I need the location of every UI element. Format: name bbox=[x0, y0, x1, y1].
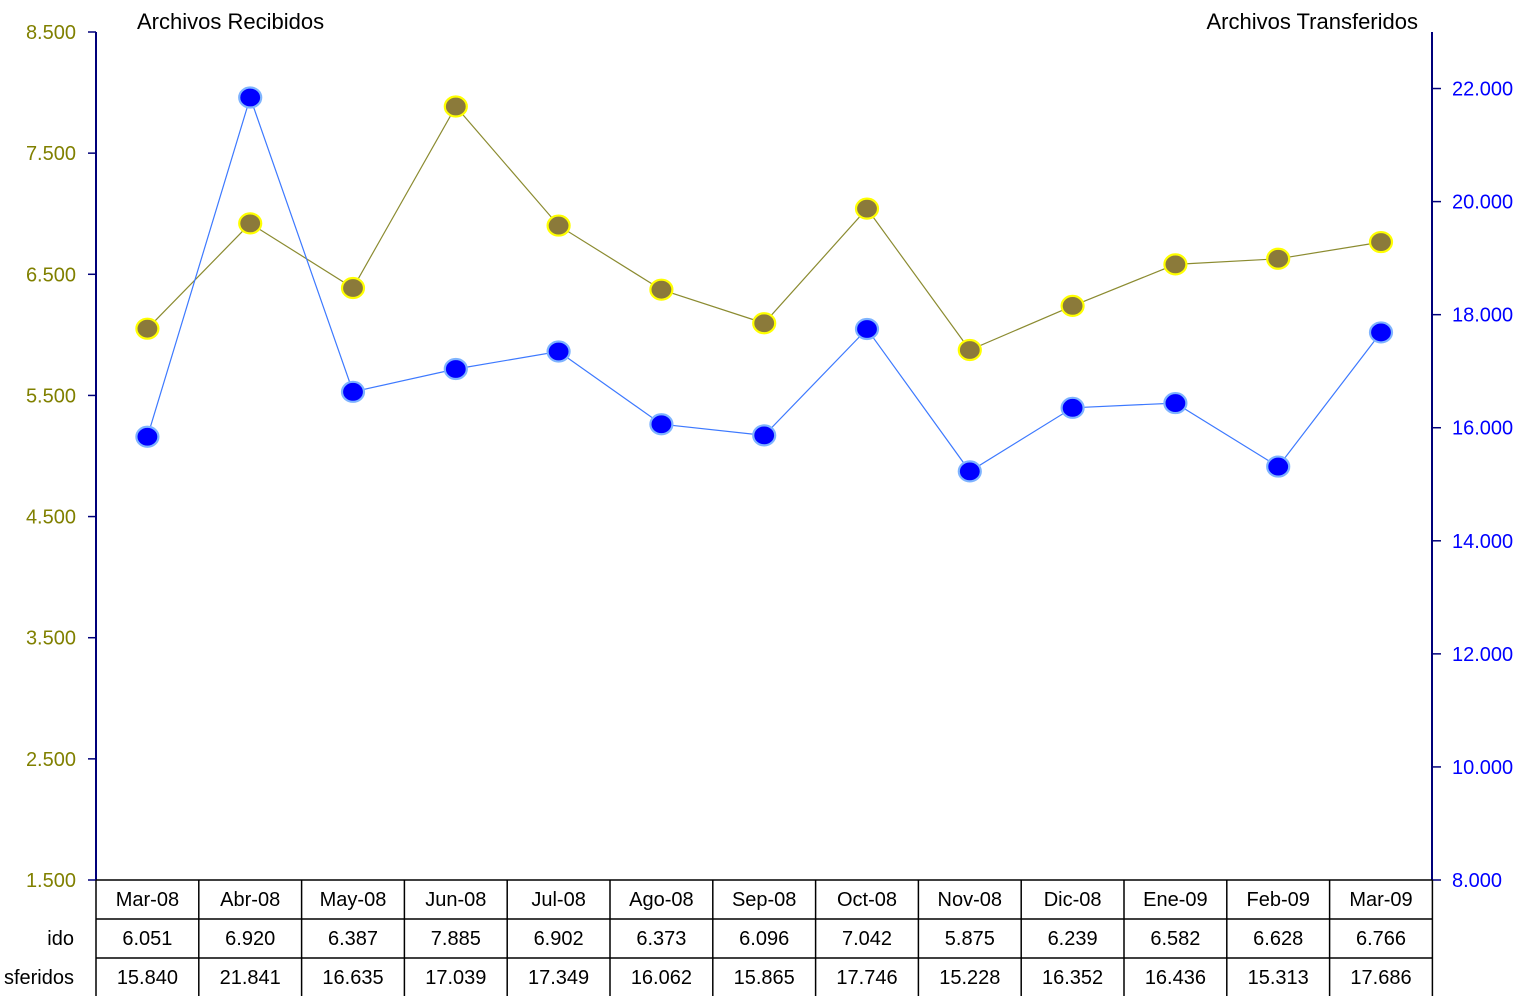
series-2-point bbox=[1163, 391, 1188, 415]
right-axis-tick-label: 14.000 bbox=[1452, 531, 1513, 553]
category-label: Nov-08 bbox=[938, 889, 1002, 911]
data-value-label: 6.387 bbox=[328, 928, 378, 950]
data-value-label: 16.352 bbox=[1042, 967, 1103, 989]
data-value-label: 7.885 bbox=[431, 928, 481, 950]
series-1-point bbox=[546, 214, 571, 237]
series-2-point bbox=[1368, 321, 1394, 344]
data-value-label: 6.096 bbox=[739, 928, 789, 950]
data-value-label: 17.686 bbox=[1350, 967, 1411, 989]
series-1-point bbox=[340, 276, 366, 300]
series-1-point bbox=[1163, 253, 1188, 276]
data-value-label: 15.865 bbox=[734, 967, 795, 989]
series-1-point bbox=[238, 212, 263, 235]
right-axis-tick-label: 10.000 bbox=[1452, 757, 1513, 779]
left-axis-tick-label: 6.500 bbox=[26, 264, 76, 286]
data-value-label: 15.313 bbox=[1248, 967, 1309, 989]
category-label: Jul-08 bbox=[531, 889, 585, 911]
data-value-label: 6.051 bbox=[122, 928, 172, 950]
series-1-point bbox=[957, 338, 982, 362]
left-axis-tick-label: 1.500 bbox=[26, 870, 76, 892]
category-label: Abr-08 bbox=[220, 889, 280, 911]
category-label: Oct-08 bbox=[837, 889, 897, 911]
category-label: Dic-08 bbox=[1044, 889, 1102, 911]
series-1-point bbox=[752, 312, 777, 335]
series-1-point bbox=[135, 317, 160, 340]
category-label: Mar-08 bbox=[116, 889, 179, 911]
data-value-label: 17.349 bbox=[528, 967, 589, 989]
left-axis-title: Archivos Recibidos bbox=[137, 9, 324, 34]
series-2-point bbox=[443, 357, 468, 381]
data-value-label: 6.902 bbox=[534, 928, 584, 950]
left-axis-tick-label: 4.500 bbox=[26, 507, 76, 529]
category-label: Sep-08 bbox=[732, 889, 797, 911]
right-axis-tick-label: 16.000 bbox=[1452, 418, 1513, 440]
series-1-point bbox=[443, 95, 468, 118]
series-1-point bbox=[1060, 294, 1085, 318]
series-2-point bbox=[854, 317, 880, 341]
series-2-point bbox=[1060, 396, 1085, 419]
data-value-label: 21.841 bbox=[220, 967, 281, 989]
series-1-point bbox=[854, 197, 880, 220]
data-value-label: 6.239 bbox=[1048, 928, 1098, 950]
category-label: May-08 bbox=[320, 889, 387, 911]
series-markers bbox=[135, 86, 1394, 483]
left-axis-tick-label: 2.500 bbox=[26, 749, 76, 771]
data-value-label: 15.840 bbox=[117, 967, 178, 989]
series-2-point bbox=[135, 425, 160, 448]
series-2-point bbox=[340, 380, 366, 403]
data-value-label: 6.582 bbox=[1150, 928, 1200, 950]
series-2-point bbox=[752, 424, 777, 447]
category-label: Mar-09 bbox=[1349, 889, 1412, 911]
data-value-label: 6.628 bbox=[1253, 928, 1303, 950]
right-axis-tick-label: 8.000 bbox=[1452, 870, 1502, 892]
category-label: Jun-08 bbox=[425, 889, 486, 911]
series-2-point bbox=[238, 86, 263, 109]
series-1-point bbox=[1368, 230, 1394, 254]
left-axis-tick-label: 7.500 bbox=[26, 143, 76, 165]
right-axis-tick-label: 18.000 bbox=[1452, 305, 1513, 327]
right-axis-tick-label: 22.000 bbox=[1452, 79, 1513, 101]
series-line-2 bbox=[146, 95, 1382, 473]
category-label: Ene-09 bbox=[1143, 889, 1208, 911]
series-row-label: sferidos bbox=[4, 967, 74, 989]
data-table: Mar-08 Abr-08 May-08 Jun-08 Jul-08 Ago-08 Sep-… bbox=[4, 879, 1434, 996]
data-value-label: 17.039 bbox=[425, 967, 486, 989]
left-axis-tick-label: 3.500 bbox=[26, 628, 76, 650]
category-label: Ago-08 bbox=[629, 889, 694, 911]
series-1-point bbox=[649, 278, 674, 301]
data-value-label: 16.436 bbox=[1145, 967, 1206, 989]
right-axis-tick-label: 20.000 bbox=[1452, 192, 1513, 214]
data-value-label: 16.635 bbox=[322, 967, 383, 989]
data-value-label: 6.920 bbox=[225, 928, 275, 950]
series-2-point bbox=[649, 413, 674, 436]
data-value-label: 7.042 bbox=[842, 928, 892, 950]
left-axis-tick-label: 5.500 bbox=[26, 385, 76, 407]
series-2-point bbox=[1266, 455, 1291, 478]
series-2-point bbox=[957, 460, 982, 483]
left-axis-tick-label: 8.500 bbox=[26, 22, 76, 44]
series-1-point bbox=[1266, 247, 1291, 270]
data-value-label: 6.373 bbox=[636, 928, 686, 950]
category-label: Feb-09 bbox=[1247, 889, 1310, 911]
series-lines bbox=[146, 95, 1382, 473]
axes: 1.500 2.500 3.500 4.500 5.500 6.500 7.500 8.500… bbox=[26, 22, 1513, 892]
data-value-label: 6.766 bbox=[1356, 928, 1406, 950]
right-axis-tick-label: 12.000 bbox=[1452, 644, 1513, 666]
data-value-label: 15.228 bbox=[939, 967, 1000, 989]
data-value-label: 16.062 bbox=[631, 967, 692, 989]
data-value-label: 5.875 bbox=[945, 928, 995, 950]
data-value-label: 17.746 bbox=[836, 967, 897, 989]
right-axis-title: Archivos Transferidos bbox=[1206, 9, 1418, 34]
series-2-point bbox=[546, 340, 571, 363]
series-row-label: ido bbox=[47, 928, 74, 950]
